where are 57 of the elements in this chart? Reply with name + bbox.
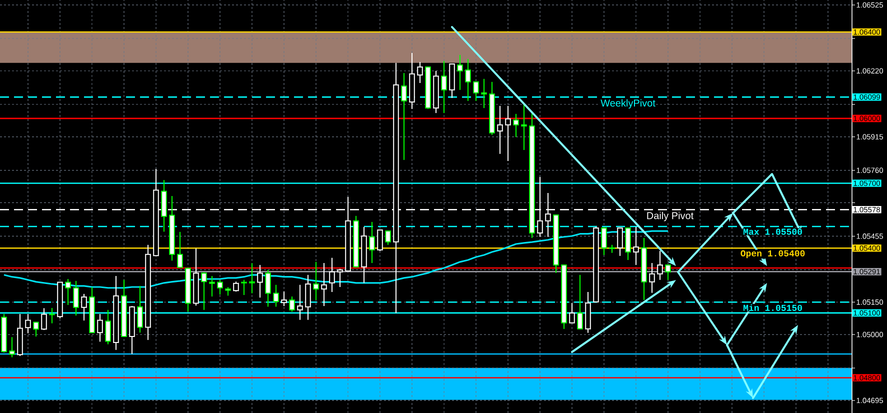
- candlestick: [73, 280, 79, 316]
- candlestick: [649, 262, 655, 294]
- annotation: Max 1.05500: [744, 228, 802, 235]
- candlestick: [569, 302, 575, 324]
- candlestick: [289, 296, 295, 312]
- candlestick: [417, 62, 423, 84]
- candlestick: [265, 269, 271, 308]
- candlestick: [257, 264, 263, 298]
- candlestick: [105, 309, 111, 345]
- candlestick: [9, 336, 15, 358]
- candlestick: [513, 113, 519, 138]
- candlestick: [617, 228, 623, 256]
- candlestick: [233, 281, 239, 292]
- candlestick: [657, 250, 663, 280]
- candlestick: [625, 228, 631, 260]
- candlestick: [601, 228, 607, 256]
- candlestick: [313, 261, 319, 300]
- candlestick: [49, 307, 55, 324]
- candlestick: [329, 257, 335, 292]
- candlestick: [633, 226, 639, 266]
- candlestick: [209, 275, 215, 298]
- candlestick: [177, 231, 183, 268]
- candlestick: [441, 60, 447, 114]
- candlestick: [521, 103, 527, 150]
- candlestick: [385, 230, 391, 246]
- candlestick: [81, 293, 87, 322]
- candlestick: [249, 262, 255, 294]
- candlestick: [401, 72, 407, 160]
- candlestick: [497, 105, 503, 154]
- candlestick: [457, 54, 463, 90]
- candlestick: [321, 262, 327, 307]
- candlestick: [137, 285, 143, 334]
- candlestick: [473, 81, 479, 102]
- candlestick: [281, 291, 287, 307]
- annotation: Daily Pivot: [647, 212, 694, 222]
- candlestick: [297, 284, 303, 320]
- annotation: WeeklyPivot: [600, 99, 656, 109]
- candlestick: [41, 308, 47, 331]
- candlestick: [337, 268, 343, 288]
- annotation: Open 1.05400: [740, 250, 805, 258]
- candlestick: [33, 322, 39, 337]
- candlestick: [217, 279, 223, 296]
- annotation: Min 1.05150: [744, 304, 802, 311]
- candlestick: [465, 58, 471, 102]
- candlestick: [273, 284, 279, 308]
- candlestick: [369, 221, 375, 264]
- candlestick: [241, 279, 247, 296]
- candlestick: [505, 105, 511, 162]
- candlestick: [65, 278, 71, 306]
- candlestick: [577, 274, 583, 330]
- candlestick: [25, 314, 31, 334]
- candlestick: [97, 314, 103, 342]
- candlestick: [201, 272, 207, 310]
- candlestick: [665, 264, 671, 280]
- candlestick: [481, 78, 487, 109]
- candlestick: [377, 229, 383, 252]
- candlestick: [305, 274, 311, 320]
